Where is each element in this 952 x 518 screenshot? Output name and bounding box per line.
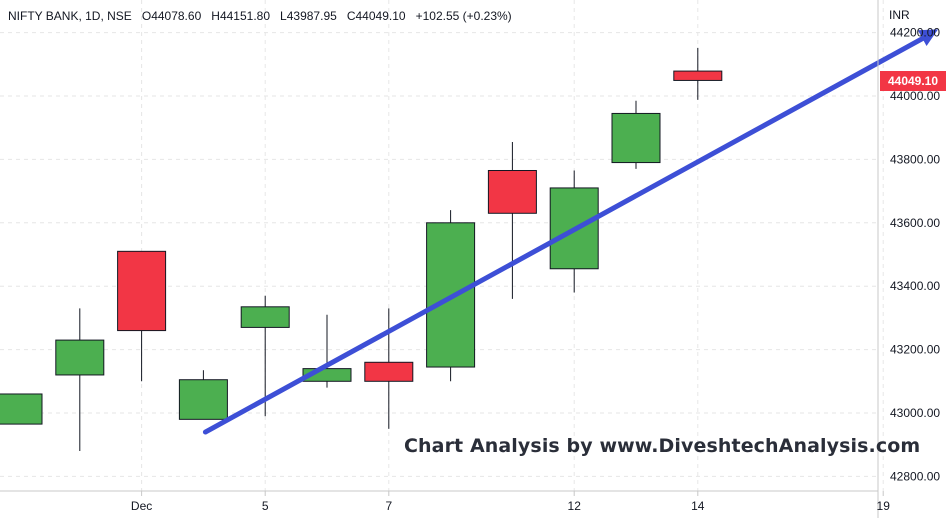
- y-tick-label: 42800.00: [890, 469, 940, 483]
- change-value: +102.55 (+0.23%): [415, 9, 512, 23]
- candle-body: [487, 169, 537, 214]
- low-value: 43987.95: [286, 9, 337, 23]
- x-tick-label: 5: [262, 499, 269, 513]
- x-tick-label: 19: [877, 499, 891, 513]
- candle-body: [611, 112, 661, 164]
- high-label: H: [211, 9, 220, 23]
- candle-body: [364, 361, 414, 382]
- time-axis[interactable]: Dec 5 7 12 14 19: [131, 491, 890, 513]
- y-tick-label: 43000.00: [890, 406, 940, 420]
- x-tick-label: 12: [568, 499, 582, 513]
- ohlc-legend: NIFTY BANK, 1D, NSE O44078.60 H44151.80 …: [8, 9, 512, 23]
- y-tick-label: 43200.00: [890, 343, 940, 357]
- y-tick-label: 43800.00: [890, 152, 940, 166]
- candles: [0, 47, 723, 452]
- y-tick-label: 43400.00: [890, 279, 940, 293]
- candle-up: [178, 370, 228, 420]
- candle-down: [364, 308, 414, 429]
- open-value: 44078.60: [151, 9, 202, 23]
- low-label: L: [280, 9, 287, 23]
- x-tick-label: 14: [691, 499, 705, 513]
- currency-label: INR: [889, 8, 910, 22]
- candle-body: [117, 250, 167, 332]
- y-tick-label: 44000.00: [890, 89, 940, 103]
- candle-body: [240, 306, 290, 328]
- trend-line: [202, 31, 933, 435]
- y-tick-label: 44200.00: [890, 26, 940, 40]
- candle-up: [240, 295, 290, 417]
- candle-body: [55, 339, 105, 376]
- candle-up: [611, 100, 661, 169]
- candle-body: [178, 379, 228, 420]
- candle-down: [487, 141, 537, 299]
- candle-up: [0, 393, 43, 425]
- watermark-text: Chart Analysis by www.DiveshtechAnalysis…: [404, 435, 921, 457]
- close-value: 44049.10: [355, 9, 406, 23]
- candle-up: [55, 308, 105, 452]
- x-tick-label: Dec: [131, 499, 152, 513]
- candle-body: [673, 70, 723, 81]
- open-label: O: [141, 9, 152, 23]
- x-tick-label: 7: [385, 499, 392, 513]
- y-tick-label: 43600.00: [890, 216, 940, 230]
- trend-arrow: [202, 29, 938, 435]
- trend-arrowhead: [917, 29, 938, 46]
- candle-body: [0, 393, 43, 425]
- candle-down: [117, 250, 167, 382]
- candle-down: [673, 47, 723, 100]
- symbol-label[interactable]: NIFTY BANK, 1D, NSE: [8, 9, 132, 23]
- last-price-tag: 44049.10: [880, 71, 946, 91]
- close-label: C: [346, 9, 356, 23]
- high-value: 44151.80: [219, 9, 271, 23]
- price-axis[interactable]: 42800.00 43000.00 43200.00 43400.00 43600.00…: [890, 26, 940, 484]
